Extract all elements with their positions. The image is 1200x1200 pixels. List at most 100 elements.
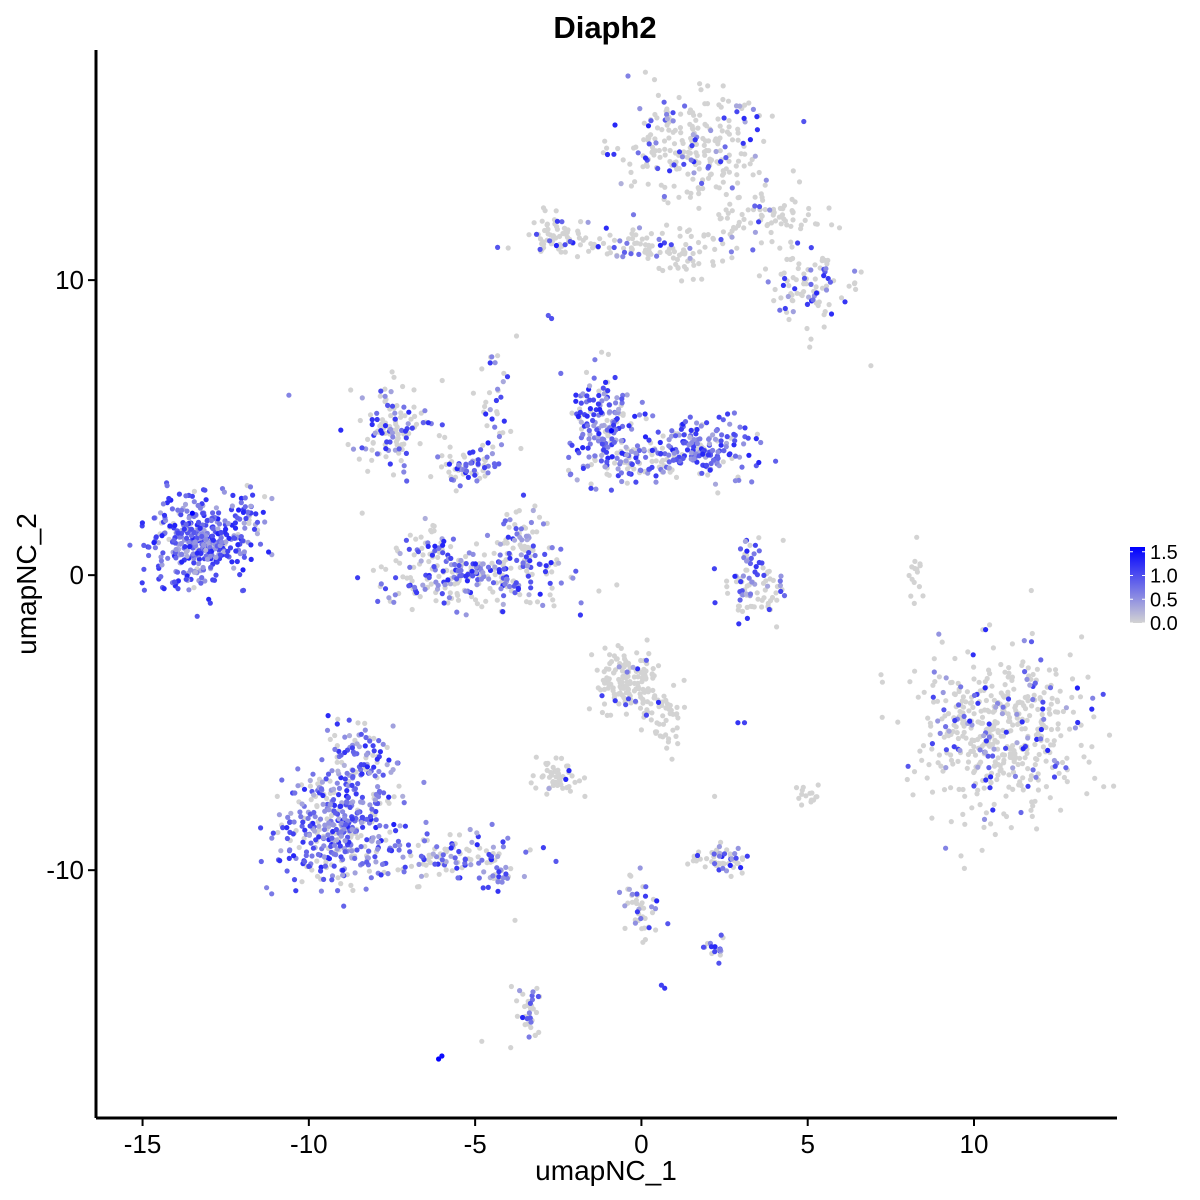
cell-point-3476 (347, 804, 353, 811)
cell-point-1933 (914, 534, 920, 540)
cell-point-573 (378, 421, 384, 427)
cell-point-3737 (735, 720, 741, 726)
cell-point-2865 (615, 466, 621, 472)
cell-point-2050 (553, 242, 560, 249)
cell-point-1052 (966, 708, 972, 714)
cell-point-289 (812, 262, 818, 268)
cell-point-2348 (181, 526, 187, 532)
cell-point-2386 (208, 564, 214, 570)
cell-point-1200 (1046, 706, 1052, 712)
cell-point-475 (684, 228, 691, 234)
cell-point-3740 (658, 982, 665, 988)
cell-point-3658 (643, 657, 650, 663)
cell-point-2836 (723, 444, 729, 450)
cell-point-995 (1002, 682, 1008, 688)
cell-point-3355 (325, 832, 331, 838)
cell-point-25 (677, 125, 684, 131)
cell-point-2543 (475, 461, 481, 467)
cell-point-1513 (355, 720, 361, 726)
cell-point-1869 (622, 925, 628, 932)
cell-point-90 (735, 137, 741, 143)
cell-point-1344 (945, 711, 952, 717)
cell-point-3198 (983, 777, 989, 783)
cell-point-3202 (986, 765, 992, 771)
cell-point-1167 (1035, 787, 1041, 793)
cell-point-917 (419, 545, 425, 552)
cell-point-2768 (710, 432, 716, 438)
cell-point-1945 (912, 558, 918, 565)
cell-point-1686 (644, 707, 650, 713)
cell-point-227 (772, 218, 779, 224)
cell-point-391 (586, 248, 592, 254)
cell-point-3494 (334, 780, 340, 786)
cell-point-823 (455, 592, 461, 599)
cell-point-1093 (1084, 791, 1090, 797)
cell-point-341 (790, 298, 796, 304)
cell-point-3099 (749, 579, 755, 585)
cell-point-3662 (612, 698, 618, 704)
cell-point-1339 (983, 697, 990, 704)
x-tick-label: -5 (464, 1129, 487, 1159)
cell-point-2800 (710, 457, 717, 463)
cell-point-1391 (1101, 784, 1107, 790)
cell-point-432 (634, 240, 640, 246)
cell-point-3108 (732, 573, 738, 579)
cell-point-520 (246, 520, 252, 527)
cell-point-3629 (455, 875, 461, 881)
cell-point-1931 (814, 794, 820, 800)
cell-point-1371 (962, 821, 968, 827)
cell-point-1740 (663, 717, 669, 724)
cell-point-1338 (938, 763, 944, 769)
cell-point-2778 (669, 428, 675, 434)
cell-point-1377 (1009, 746, 1015, 752)
cell-point-600 (447, 444, 453, 450)
cell-point-3506 (370, 835, 376, 841)
cell-point-1522 (332, 732, 338, 739)
cell-point-3466 (341, 903, 347, 909)
cell-point-2779 (618, 459, 624, 465)
cell-point-208 (696, 205, 702, 211)
cell-point-2456 (262, 519, 268, 525)
cell-point-1688 (631, 688, 638, 694)
cell-point-2000 (670, 118, 676, 124)
cell-point-1297 (936, 752, 943, 758)
cell-point-1330 (1009, 641, 1016, 647)
cell-point-2071 (636, 225, 643, 231)
cell-point-3699 (646, 925, 652, 931)
cell-point-1543 (423, 872, 429, 878)
cell-point-2918 (502, 581, 508, 587)
cell-point-2473 (409, 425, 415, 431)
cell-point-1221 (1043, 724, 1049, 731)
cell-point-2644 (587, 383, 593, 389)
cell-point-3579 (469, 839, 475, 845)
cell-point-3042 (519, 537, 525, 543)
cell-point-1752 (675, 741, 681, 747)
cell-point-772 (469, 594, 475, 600)
cell-point-3114 (1051, 774, 1058, 780)
cell-point-3702 (637, 865, 643, 871)
cell-point-1312 (961, 729, 967, 736)
cell-point-3124 (1075, 719, 1081, 726)
cell-point-3002 (504, 576, 510, 582)
cell-point-1092 (1064, 779, 1070, 785)
cell-point-845 (491, 550, 497, 556)
cell-point-1081 (970, 704, 976, 711)
cell-point-3638 (504, 875, 510, 881)
cell-point-1633 (604, 712, 610, 719)
cell-point-2971 (474, 582, 480, 588)
cell-point-2159 (242, 495, 248, 501)
cell-point-3648 (496, 869, 502, 875)
cell-point-3442 (329, 877, 335, 883)
cell-point-1260 (1053, 671, 1059, 677)
cell-point-656 (599, 349, 605, 355)
cell-point-2798 (710, 447, 716, 453)
cell-point-3182 (951, 744, 957, 750)
cell-point-907 (411, 552, 417, 558)
cell-point-26 (720, 96, 726, 103)
cell-point-1084 (1008, 825, 1014, 831)
cell-point-2248 (141, 587, 147, 593)
cell-point-1776 (660, 734, 666, 740)
cell-point-1494 (384, 744, 390, 751)
cell-point-3564 (325, 713, 331, 719)
cell-point-3210 (1072, 725, 1078, 731)
